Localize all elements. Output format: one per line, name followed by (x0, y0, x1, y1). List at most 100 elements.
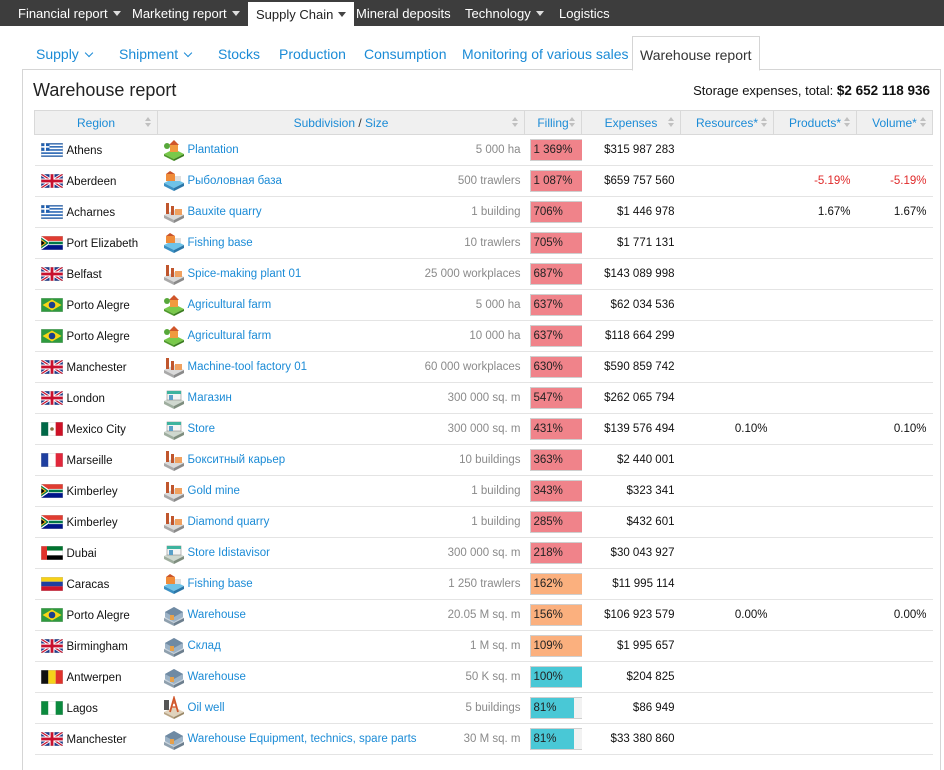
expenses-cell: $590 859 742 (581, 351, 681, 383)
region-name: Aberdeen (66, 176, 117, 188)
filling-bar: 431% (529, 418, 582, 440)
subdivision-link[interactable]: Spice-making plant 01 (187, 268, 302, 280)
region-cell: Manchester (34, 351, 158, 383)
subdivision-link[interactable]: Fishing base (187, 578, 253, 590)
expenses-cell: $432 601 (581, 506, 681, 538)
table-row: Marseille Бокситный карьер 10 buildings … (34, 444, 933, 476)
subdivision-link[interactable]: Бокситный карьер (187, 454, 286, 466)
filling-value: 637% (533, 330, 563, 342)
warehouse-table: Region Subdivision / Size Filling Expens… (34, 110, 933, 755)
col-volume-header[interactable]: Volume* (856, 110, 933, 135)
nav-technology[interactable]: Technology (457, 0, 552, 26)
filling-value: 81% (533, 733, 557, 745)
filling-cell: 705% (524, 227, 582, 259)
nav-financial-report[interactable]: Financial report (10, 0, 129, 26)
tab-monitoring-sales[interactable]: Monitoring of various sales (456, 36, 635, 70)
products-cell (773, 506, 857, 538)
region-cell: Belfast (34, 258, 158, 290)
resources-cell (680, 227, 774, 259)
table-row: Birmingham Склад 1 M sq. m 109% $1 995 6… (34, 630, 933, 662)
tab-consumption[interactable]: Consumption (358, 36, 453, 70)
filling-bar-fill (530, 233, 582, 253)
filling-value: 706% (533, 206, 563, 218)
region-cell: Mexico City (34, 413, 158, 445)
filling-value: 81% (533, 702, 557, 714)
subdivision-link[interactable]: Agricultural farm (187, 330, 272, 342)
filling-cell: 1 087% (524, 165, 582, 197)
nav-marketing-report[interactable]: Marketing report (124, 0, 248, 26)
subdivision-link[interactable]: Store (187, 423, 216, 435)
subdivision-link[interactable]: Plantation (187, 144, 239, 156)
filling-bar: 1 369% (529, 139, 582, 161)
region-name: Belfast (66, 269, 102, 281)
header-label: Volume* (872, 115, 917, 130)
nav-logistics[interactable]: Logistics (551, 0, 618, 26)
subdivision-link[interactable]: Warehouse Equipment, technics, spare par… (187, 733, 417, 745)
nav-supply-chain[interactable]: Supply Chain (248, 2, 355, 26)
filling-bar-fill (530, 264, 582, 284)
subdivision-link[interactable]: Bauxite quarry (187, 206, 262, 218)
filling-bar-fill (530, 140, 582, 160)
nav-label: Financial report (18, 6, 108, 21)
header-label: Expenses (604, 115, 658, 130)
nav-label: Logistics (559, 6, 610, 21)
col-region-header[interactable]: Region (34, 110, 158, 135)
subdivision-link[interactable]: Agricultural farm (187, 299, 272, 311)
filling-bar-fill (530, 543, 582, 563)
region-name: Kimberley (66, 517, 118, 529)
factory-icon (162, 262, 186, 286)
uk-flag-icon (39, 358, 64, 376)
filling-value: 343% (533, 485, 563, 497)
col-resources-header[interactable]: Resources* (680, 110, 774, 135)
nav-label: Marketing report (132, 6, 227, 21)
nav-label: Supply Chain (256, 7, 334, 22)
fishing-icon (162, 169, 186, 193)
uk-flag-icon (39, 389, 64, 407)
subdivision-link[interactable]: Warehouse (187, 609, 246, 621)
sort-size-link[interactable]: Size (365, 115, 389, 130)
subdivision-link[interactable]: Oil well (187, 702, 225, 714)
subdivision-size: 10 trawlers (464, 237, 521, 249)
filling-cell: 285% (524, 506, 582, 538)
col-expenses-header[interactable]: Expenses (581, 110, 681, 135)
fishing-icon (162, 231, 186, 255)
greece-flag-icon (40, 142, 63, 158)
top-nav: Financial report Marketing report Supply… (0, 0, 944, 26)
col-filling-header[interactable]: Filling (524, 110, 582, 135)
subdivision-link[interactable]: Diamond quarry (187, 516, 270, 528)
subdivision-size: 10 000 ha (469, 330, 521, 342)
subdivision-link[interactable]: Gold mine (187, 485, 240, 497)
tab-production[interactable]: Production (273, 36, 352, 70)
tab-supply[interactable]: Supply (30, 36, 98, 70)
volume-cell (856, 444, 933, 476)
subdivision-link[interactable]: Магазин (187, 392, 232, 404)
products-cell (773, 692, 857, 724)
subdivision-link[interactable]: Рыболовная база (187, 175, 282, 187)
resources-cell (680, 382, 774, 414)
subdivision-size: 500 trawlers (457, 175, 521, 187)
filling-bar-fill (530, 419, 582, 439)
expenses-cell: $106 923 579 (581, 599, 681, 631)
tab-shipment[interactable]: Shipment (113, 36, 197, 70)
subdivision-link[interactable]: Machine-tool factory 01 (187, 361, 308, 373)
sort-icon (844, 117, 851, 129)
subdivision-size: 50 K sq. m (465, 671, 521, 683)
subdivision-link[interactable]: Store Idistavisor (187, 547, 270, 559)
col-products-header[interactable]: Products* (773, 110, 857, 135)
subdivision-link[interactable]: Склад (187, 640, 221, 652)
filling-bar: 285% (529, 511, 582, 533)
table-row: Mexico City Store 300 000 sq. m 431% $13… (34, 413, 933, 445)
south-africa-flag-icon (40, 483, 63, 499)
region-cell: Manchester (34, 723, 158, 755)
table-row: Caracas Fishing base 1 250 trawlers 162%… (34, 568, 933, 600)
subdivision-link[interactable]: Fishing base (187, 237, 253, 249)
nav-mineral-deposits[interactable]: Mineral deposits (348, 0, 459, 26)
filling-bar-fill (530, 605, 582, 625)
region-name: Porto Alegre (66, 331, 130, 343)
tab-warehouse-report[interactable]: Warehouse report (632, 36, 760, 71)
products-cell (773, 258, 857, 290)
tab-stocks[interactable]: Stocks (212, 36, 266, 70)
subdivision-link[interactable]: Warehouse (187, 671, 246, 683)
sort-subdivision-link[interactable]: Subdivision (293, 115, 355, 130)
region-name: Porto Alegre (66, 610, 130, 622)
